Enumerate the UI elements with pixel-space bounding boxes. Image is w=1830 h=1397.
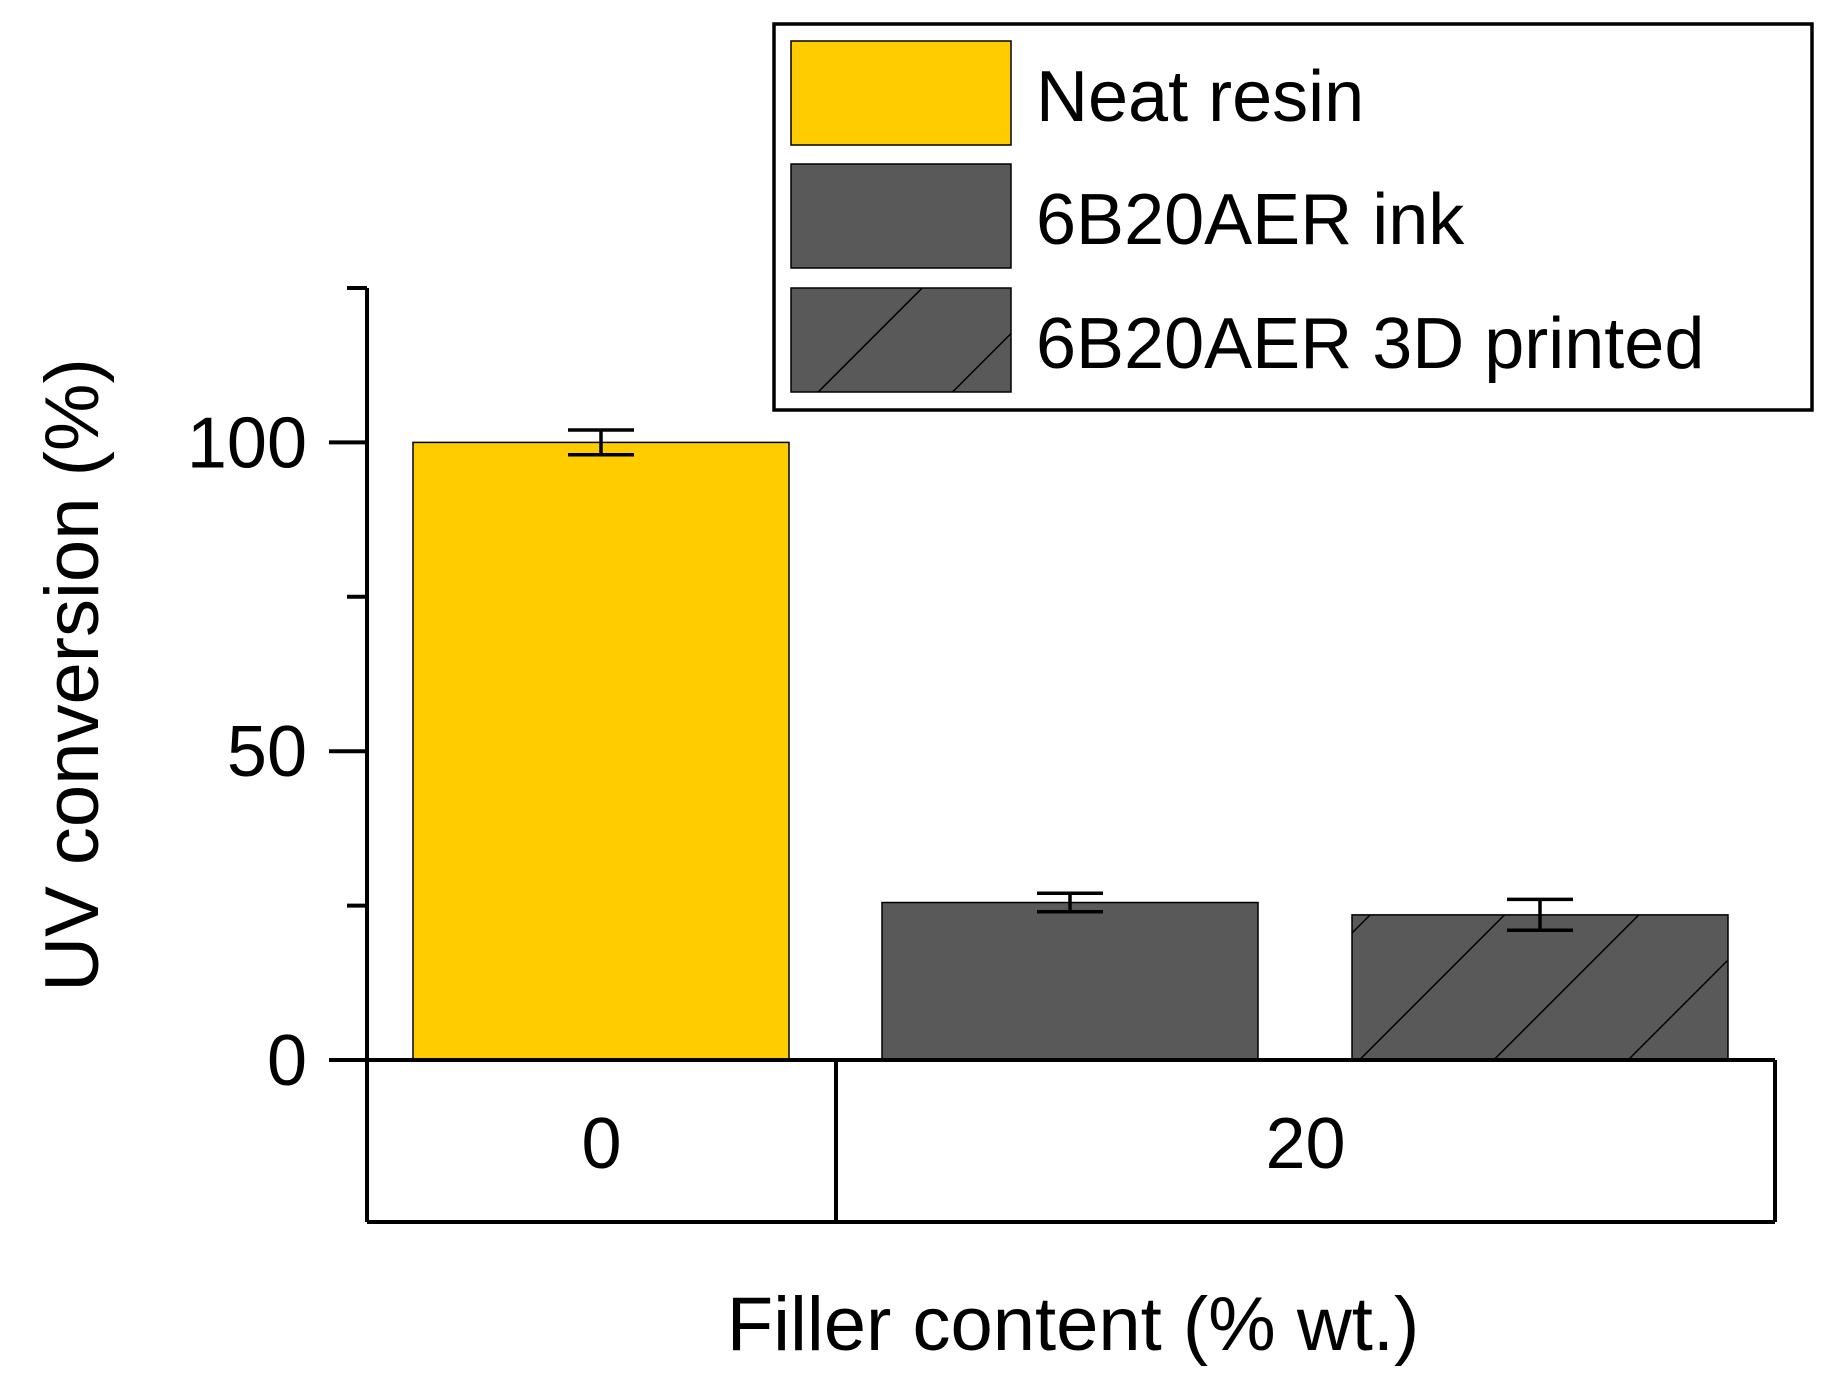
x-category-label: 20 bbox=[1265, 1104, 1345, 1184]
y-tick-label: 50 bbox=[227, 712, 307, 792]
x-category-label: 0 bbox=[581, 1104, 621, 1184]
legend-swatch-neat-resin bbox=[790, 40, 1012, 146]
legend-label-neat-resin: Neat resin bbox=[1036, 57, 1364, 137]
legend-swatch-6b20aer-3d-printed bbox=[790, 287, 1012, 393]
legend-label-6b20aer-3d-printed: 6B20AER 3D printed bbox=[1036, 304, 1704, 384]
bar bbox=[1351, 914, 1729, 1061]
x-axis-title: Filler content (% wt.) bbox=[727, 1282, 1420, 1367]
y-tick-label: 0 bbox=[267, 1021, 307, 1101]
y-tick-label: 100 bbox=[187, 403, 307, 483]
plot-area: 0 50 100 0 20 bbox=[187, 286, 1777, 1224]
legend-label-6b20aer-ink: 6B20AER ink bbox=[1036, 180, 1465, 260]
legend-swatch-6b20aer-ink bbox=[790, 163, 1012, 269]
y-axis-title: UV conversion (%) bbox=[30, 358, 115, 992]
bar bbox=[881, 901, 1259, 1061]
legend: Neat resin 6B20AER ink 6B20AER 3D printe… bbox=[772, 22, 1814, 412]
bar bbox=[412, 441, 790, 1061]
